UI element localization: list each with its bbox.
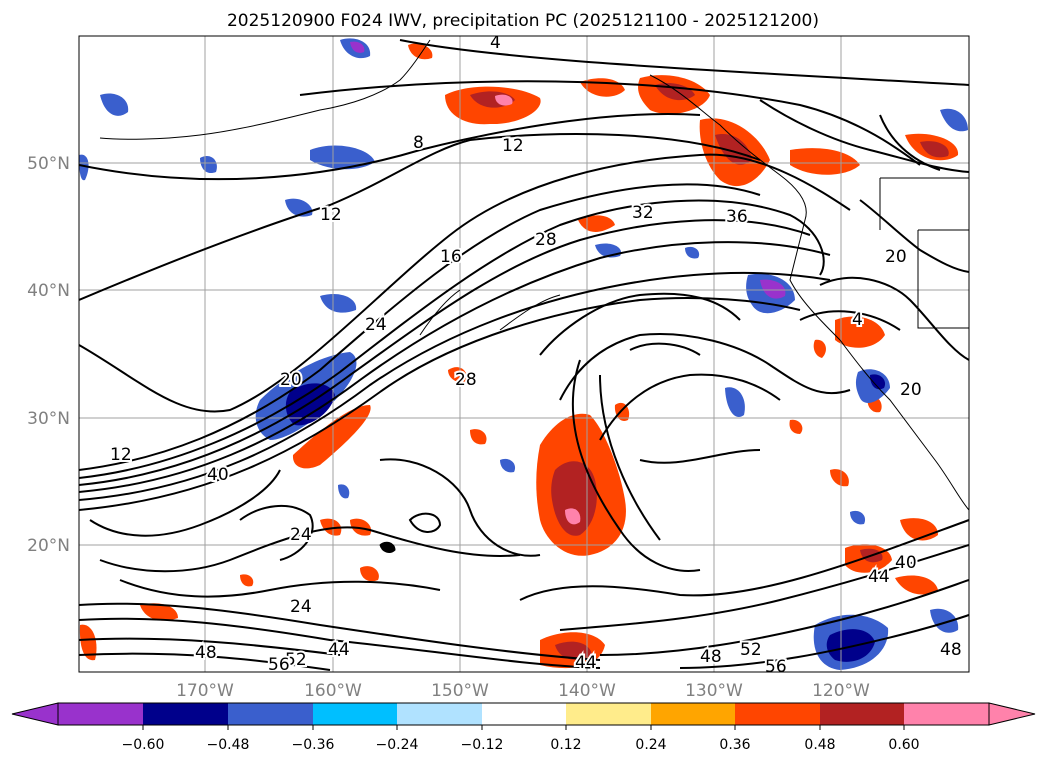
colorbar-tick-label: 0.60	[888, 737, 919, 753]
lat-label: 50°N	[27, 154, 70, 174]
colorbar-bin	[566, 703, 651, 725]
contour-label: 32	[632, 203, 654, 223]
colorbar-bin	[228, 703, 313, 725]
colorbar-extend-right	[988, 702, 1036, 726]
lon-label: 170°W	[176, 681, 234, 701]
contour-label: 40	[207, 465, 229, 485]
contour-label: 48	[195, 643, 217, 663]
map-frame	[78, 35, 970, 673]
colorbar-bin	[735, 703, 820, 725]
contour-label: 36	[726, 207, 748, 227]
colorbar-bin	[651, 703, 735, 725]
contour-label: 12	[502, 136, 524, 156]
colorbar: −0.60 −0.48 −0.36 −0.24 −0.12 0.12 0.24 …	[11, 702, 1036, 753]
colorbar-tick-label: 0.36	[719, 737, 750, 753]
colorbar-tick-label: −0.36	[292, 737, 335, 753]
coastlines	[99, 39, 969, 553]
map-panel: 4 8 12 12 16 24 28 32 36 20 20 20 4 12 4…	[79, 33, 969, 677]
lat-label: 40°N	[27, 281, 70, 301]
lon-label: 120°W	[812, 681, 870, 701]
contour-label: 20	[885, 247, 907, 267]
contour-label: 8	[413, 133, 424, 153]
contour-label: 44	[868, 567, 890, 587]
contour-label: 24	[290, 525, 312, 545]
colorbar-bin	[904, 703, 989, 725]
colorbar-extend-left	[11, 702, 59, 726]
contour-label: 16	[440, 247, 462, 267]
contour-label: 12	[110, 445, 132, 465]
colorbar-bin	[313, 703, 397, 725]
colorbar-bin	[482, 703, 566, 725]
latitude-labels: 50°N 40°N 30°N 20°N	[27, 154, 70, 556]
colorbar-tick-label: 0.48	[804, 737, 835, 753]
lat-label: 20°N	[27, 536, 70, 556]
contour-label: 40	[895, 553, 917, 573]
contour-label: 12	[320, 205, 342, 225]
colorbar-bin	[820, 703, 904, 725]
contour-label: 48	[940, 640, 962, 660]
lon-label: 150°W	[431, 681, 489, 701]
contour-label: 52	[285, 650, 307, 670]
contour-label: 20	[900, 380, 922, 400]
contour-label: 48	[700, 647, 722, 667]
colorbar-tick-label: 0.24	[635, 737, 666, 753]
contour-label: 4	[852, 310, 863, 330]
contour-label: 44	[575, 653, 597, 673]
map-title: 2025120900 F024 IWV, precipitation PC (2…	[227, 11, 819, 31]
colorbar-bin	[143, 703, 228, 725]
lon-label: 160°W	[304, 681, 362, 701]
contour-label: 20	[280, 370, 302, 390]
contour-label: 56	[765, 657, 787, 677]
lon-label: 140°W	[558, 681, 616, 701]
colorbar-frame	[57, 702, 990, 726]
colorbar-tick-label: −0.12	[461, 737, 504, 753]
graticule	[79, 36, 969, 672]
contour-label: 44	[328, 640, 350, 660]
lat-label: 30°N	[27, 409, 70, 429]
contour-label: 24	[365, 315, 387, 335]
contour-label: 56	[268, 655, 290, 675]
longitude-labels: 170°W 160°W 150°W 140°W 130°W 120°W	[176, 681, 870, 701]
contour-label: 52	[740, 640, 762, 660]
contour-label: 24	[290, 597, 312, 617]
colorbar-tick-label: −0.24	[376, 737, 419, 753]
contour-label: 28	[455, 370, 477, 390]
contour-label: 4	[490, 33, 501, 53]
contour-labels: 4 8 12 12 16 24 28 32 36 20 20 20 4 12 4…	[108, 33, 964, 677]
colorbar-bin	[58, 703, 143, 725]
contour-label: 28	[535, 230, 557, 250]
colorbar-tick-label: 0.12	[550, 737, 581, 753]
colorbar-tick-label: −0.60	[122, 737, 165, 753]
iwv-contours	[79, 39, 969, 671]
colorbar-tick-label: −0.48	[207, 737, 250, 753]
colorbar-bin	[397, 703, 482, 725]
lon-label: 130°W	[685, 681, 743, 701]
